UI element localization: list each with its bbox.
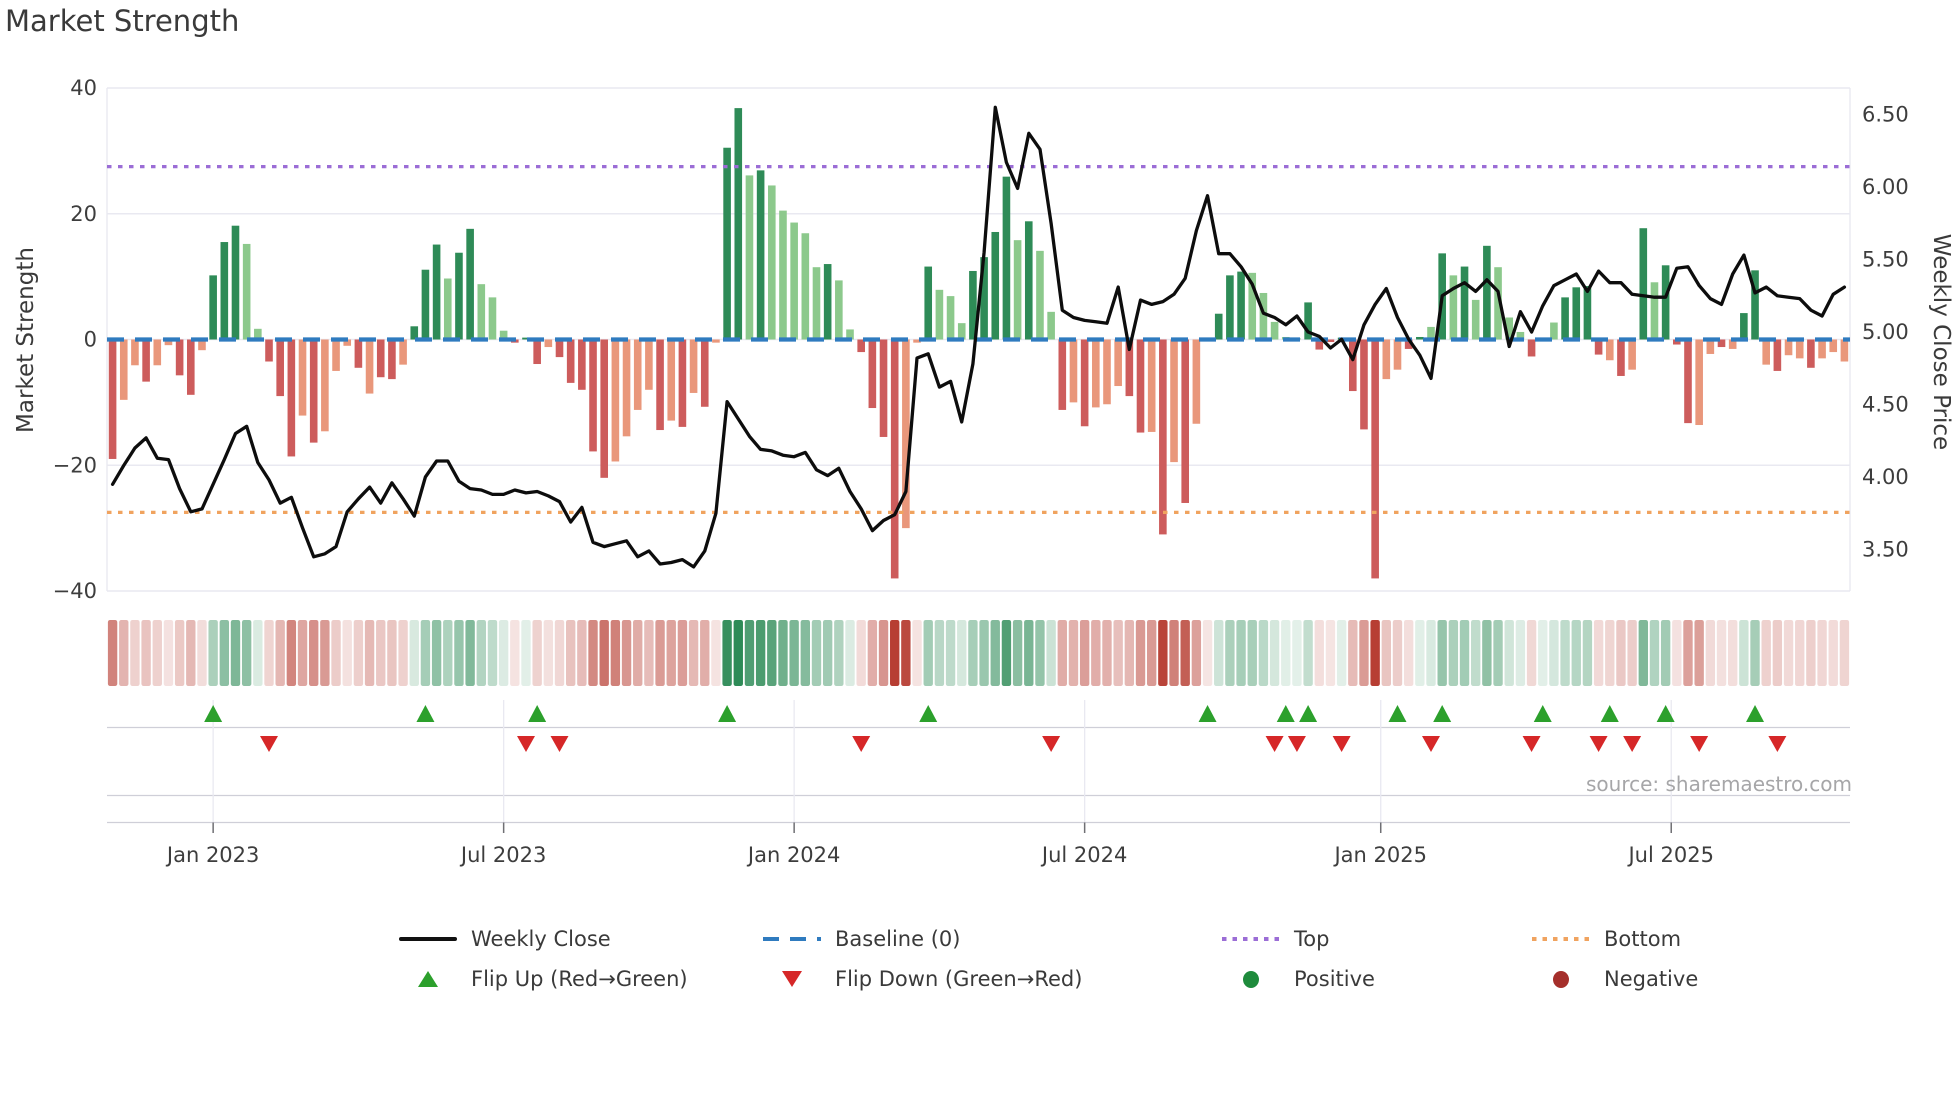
legend-label-positive: Positive bbox=[1294, 967, 1375, 991]
legend-label-bottom: Bottom bbox=[1604, 927, 1682, 951]
legend-label-flip-down: Flip Down (Green→Red) bbox=[835, 967, 1083, 991]
svg-text:Jan 2024: Jan 2024 bbox=[746, 843, 841, 867]
svg-text:4.50: 4.50 bbox=[1862, 393, 1909, 417]
legend-item-top: Top bbox=[1222, 921, 1532, 957]
svg-text:Jan 2023: Jan 2023 bbox=[165, 843, 260, 867]
y2-axis-title: Weekly Close Price bbox=[1928, 233, 1954, 451]
legend-item-negative: Negative bbox=[1532, 961, 1698, 997]
top-dotted-icon bbox=[1222, 937, 1280, 941]
legend-item-flip-down: Flip Down (Green→Red) bbox=[763, 961, 1222, 997]
price-line bbox=[110, 105, 1847, 569]
svg-text:5.00: 5.00 bbox=[1862, 320, 1909, 344]
weekly-close-line-icon bbox=[399, 937, 457, 941]
flip-up-triangle-icon bbox=[418, 971, 438, 987]
svg-text:20: 20 bbox=[70, 202, 97, 226]
legend-item-bottom: Bottom bbox=[1532, 921, 1698, 957]
negative-dot-icon bbox=[1553, 970, 1569, 988]
svg-text:Jan 2025: Jan 2025 bbox=[1332, 843, 1427, 867]
baseline-dash-icon bbox=[763, 936, 821, 942]
axis-tick-labels: 40 20 0 −20 −40 6.50 6.00 5.50 5.00 4.50 4.00 3.50 J… bbox=[53, 76, 1909, 867]
svg-text:6.50: 6.50 bbox=[1862, 103, 1909, 127]
legend-item-flip-up: Flip Up (Red→Green) bbox=[399, 961, 763, 997]
legend-label-flip-up: Flip Up (Red→Green) bbox=[471, 967, 688, 991]
flip-down-triangle-icon bbox=[782, 971, 802, 987]
chart-title: Market Strength bbox=[5, 4, 240, 38]
legend-label-weekly-close: Weekly Close bbox=[471, 927, 611, 951]
legend-item-baseline: Baseline (0) bbox=[763, 921, 1222, 957]
svg-text:4.00: 4.00 bbox=[1862, 465, 1909, 489]
svg-text:3.50: 3.50 bbox=[1862, 538, 1909, 562]
legend: Weekly Close Baseline (0) Top Bottom Fli… bbox=[399, 921, 1698, 997]
reference-lines bbox=[107, 164, 1850, 515]
svg-text:0: 0 bbox=[84, 328, 97, 352]
legend-label-negative: Negative bbox=[1604, 967, 1699, 991]
svg-text:Jul 2024: Jul 2024 bbox=[1040, 843, 1127, 867]
legend-label-baseline: Baseline (0) bbox=[835, 927, 961, 951]
svg-text:40: 40 bbox=[70, 76, 97, 100]
positive-dot-icon bbox=[1243, 970, 1259, 988]
legend-label-top: Top bbox=[1294, 927, 1330, 951]
legend-item-positive: Positive bbox=[1222, 961, 1532, 997]
y-axis-title: Market Strength bbox=[13, 247, 39, 433]
flip-markers bbox=[204, 705, 1787, 752]
marker-panel bbox=[107, 700, 1850, 833]
svg-text:6.00: 6.00 bbox=[1862, 175, 1909, 199]
heatmap-strip bbox=[107, 620, 1850, 686]
svg-text:−40: −40 bbox=[53, 579, 97, 603]
svg-text:−20: −20 bbox=[53, 453, 97, 477]
strength-bars bbox=[108, 108, 1849, 579]
legend-item-weekly-close: Weekly Close bbox=[399, 921, 763, 957]
svg-text:5.50: 5.50 bbox=[1862, 248, 1909, 272]
svg-text:Jul 2025: Jul 2025 bbox=[1626, 843, 1713, 867]
source-text: source: sharemaestro.com bbox=[1586, 772, 1852, 796]
bottom-dotted-icon bbox=[1532, 937, 1590, 941]
svg-text:Jul 2023: Jul 2023 bbox=[459, 843, 546, 867]
